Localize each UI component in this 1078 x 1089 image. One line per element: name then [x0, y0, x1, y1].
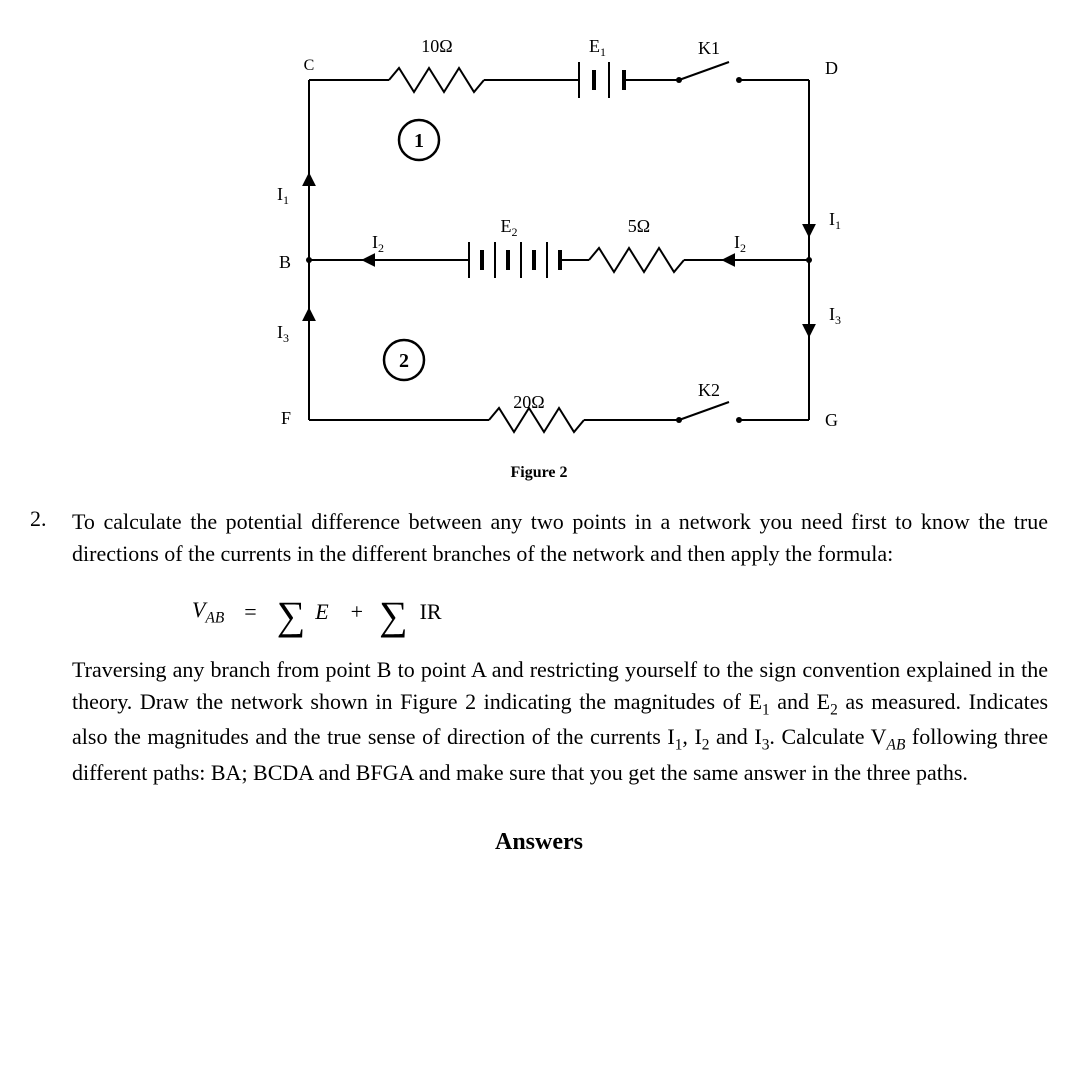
svg-text:I1: I1 — [829, 209, 841, 232]
svg-text:D: D — [825, 58, 838, 78]
question-para1: To calculate the potential difference be… — [72, 509, 1048, 566]
figure-caption: Figure 2 — [30, 464, 1048, 482]
svg-text:I3: I3 — [277, 322, 289, 345]
svg-text:K1: K1 — [698, 38, 720, 58]
svg-text:10Ω: 10Ω — [421, 36, 452, 56]
svg-text:20Ω: 20Ω — [513, 392, 544, 412]
svg-text:I2: I2 — [372, 232, 384, 255]
svg-text:G: G — [825, 410, 838, 430]
svg-text:I3: I3 — [829, 304, 841, 327]
circuit-svg: 1 2 C D B F G 10Ω E1 K1 E2 5Ω 20Ω K2 I1 … — [189, 20, 889, 450]
svg-text:5Ω: 5Ω — [628, 216, 650, 236]
svg-text:B: B — [279, 252, 291, 272]
question-para2: Traversing any branch from point B to po… — [72, 657, 1048, 785]
question-body: To calculate the potential difference be… — [72, 506, 1048, 789]
circuit-figure: 1 2 C D B F G 10Ω E1 K1 E2 5Ω 20Ω K2 I1 … — [30, 20, 1048, 482]
answers-heading: Answers — [30, 829, 1048, 856]
svg-text:F: F — [281, 408, 291, 428]
formula-vab: VAB = ∑ E + ∑ IR — [192, 592, 1048, 632]
svg-text:2: 2 — [399, 350, 409, 372]
svg-text:E2: E2 — [501, 216, 518, 239]
question-2: 2. To calculate the potential difference… — [30, 506, 1048, 789]
svg-text:I1: I1 — [277, 184, 289, 207]
svg-text:C: C — [304, 57, 315, 74]
svg-text:K2: K2 — [698, 380, 720, 400]
svg-text:E1: E1 — [589, 36, 606, 59]
svg-text:1: 1 — [414, 130, 424, 152]
svg-text:I2: I2 — [734, 232, 746, 255]
question-number: 2. — [30, 506, 54, 789]
